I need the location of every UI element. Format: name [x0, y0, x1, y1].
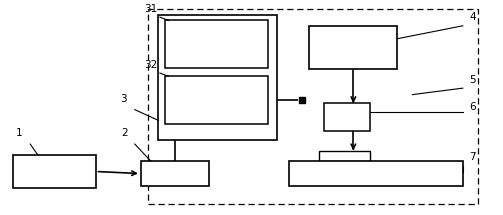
- Bar: [13, 155, 96, 188]
- Bar: [141, 161, 209, 186]
- Text: 3: 3: [120, 94, 127, 104]
- Text: 31: 31: [144, 4, 157, 14]
- Text: 32: 32: [144, 60, 157, 69]
- Bar: [158, 15, 277, 140]
- Text: 7: 7: [469, 152, 476, 162]
- Bar: [319, 150, 370, 161]
- Bar: [165, 76, 268, 124]
- Bar: [148, 9, 478, 204]
- Bar: [289, 161, 463, 186]
- Text: 4: 4: [469, 12, 476, 22]
- Bar: [165, 20, 268, 68]
- Text: 6: 6: [469, 103, 476, 112]
- Bar: [324, 103, 370, 131]
- Text: 1: 1: [16, 128, 23, 138]
- Text: 5: 5: [469, 75, 476, 84]
- Bar: [309, 26, 397, 69]
- Text: 2: 2: [121, 128, 128, 138]
